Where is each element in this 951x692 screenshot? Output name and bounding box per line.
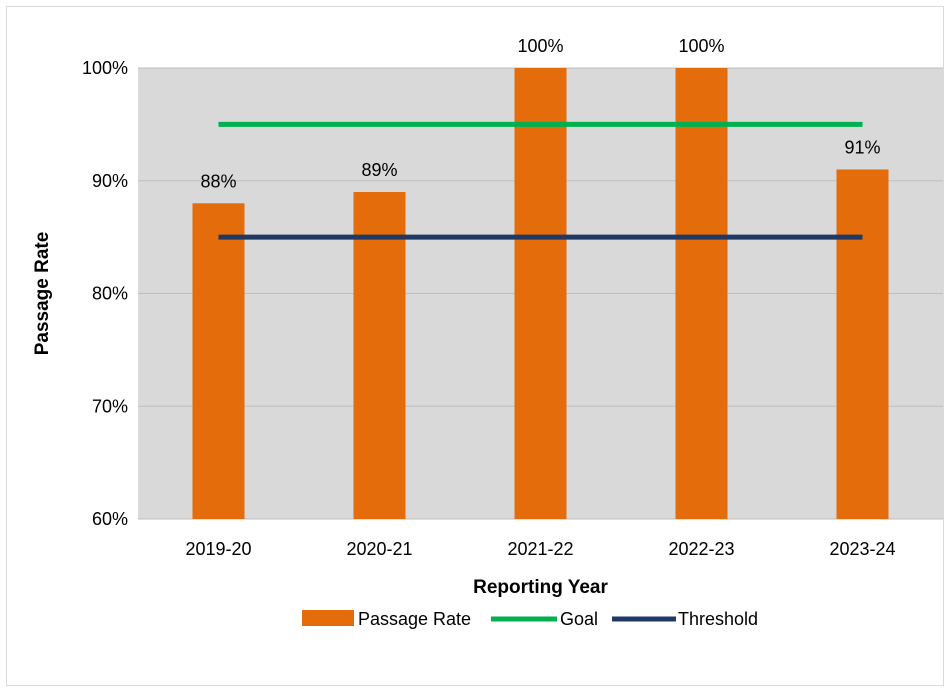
data-label: 100% xyxy=(678,36,724,56)
data-label: 100% xyxy=(517,36,563,56)
axis-ticks: 60% 70% 80% 90% 100% 2019-20 2020-21 2021-22 202… xyxy=(82,58,896,559)
bar-2023-24 xyxy=(836,169,889,519)
y-tick-label: 70% xyxy=(92,396,128,416)
bars xyxy=(192,68,889,520)
y-tick-label: 80% xyxy=(92,284,128,304)
y-tick-label: 90% xyxy=(92,171,128,191)
data-label: 89% xyxy=(361,160,397,180)
x-tick-label: 2020-21 xyxy=(346,539,412,559)
x-axis-title: Reporting Year xyxy=(473,577,608,598)
bar-2022-23 xyxy=(675,68,728,519)
legend-swatch-passage-rate xyxy=(302,610,354,626)
reference-lines xyxy=(218,121,863,240)
bar-2019-20 xyxy=(192,203,245,520)
y-tick-label: 60% xyxy=(92,509,128,529)
legend-label-passage-rate: Passage Rate xyxy=(358,609,471,629)
data-label: 91% xyxy=(844,137,880,157)
y-axis-title: Passage Rate xyxy=(32,232,53,356)
legend-label-threshold: Threshold xyxy=(678,609,758,629)
x-tick-label: 2019-20 xyxy=(185,539,251,559)
data-label: 88% xyxy=(200,171,236,191)
x-tick-label: 2021-22 xyxy=(507,539,573,559)
legend-label-goal: Goal xyxy=(560,609,598,629)
x-tick-label: 2022-23 xyxy=(668,539,734,559)
y-tick-label: 100% xyxy=(82,58,128,78)
data-labels: 88% 89% 100% 100% 91% xyxy=(200,36,880,191)
x-tick-label: 2023-24 xyxy=(829,539,895,559)
bar-2021-22 xyxy=(514,68,567,519)
bar-2020-21 xyxy=(353,192,406,519)
legend: Passage Rate Goal Threshold xyxy=(302,609,758,629)
